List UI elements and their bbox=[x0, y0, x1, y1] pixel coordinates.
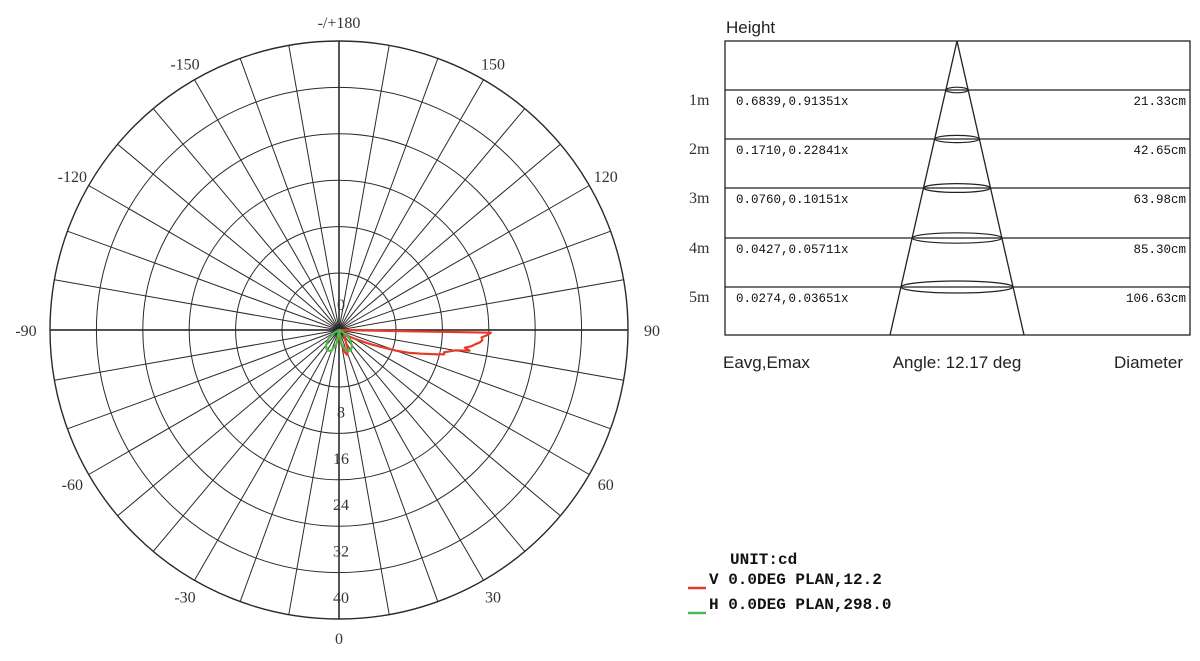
radial-label: 8 bbox=[337, 404, 345, 421]
cone-ellipse bbox=[900, 280, 1014, 294]
polar-spoke bbox=[338, 329, 484, 581]
polar-spoke bbox=[338, 58, 439, 331]
legend-items: V 0.0DEG PLAN,12.2 H 0.0DEG PLAN,298.0 bbox=[688, 571, 891, 615]
radial-label: 40 bbox=[333, 590, 349, 607]
angle-label: 0 bbox=[335, 631, 343, 648]
row-eavg-emax: 0.0274,0.03651x bbox=[736, 292, 849, 306]
polar-spoke bbox=[338, 143, 561, 331]
polar-spoke bbox=[338, 329, 561, 517]
row-eavg-emax: 0.1710,0.22841x bbox=[736, 144, 849, 158]
angle-label: 60 bbox=[598, 477, 614, 494]
polar-spoke bbox=[338, 329, 439, 602]
polar-labels: -/+180 150 120 90 60 30 0 -30 -60 -90 -120 -150 0 8 16… bbox=[15, 15, 660, 648]
angle-label: -90 bbox=[15, 323, 36, 340]
polar-spoke bbox=[338, 108, 526, 331]
cone-ellipse bbox=[922, 183, 992, 194]
row-height: 4m bbox=[689, 240, 710, 257]
polar-spoke bbox=[338, 185, 590, 331]
row-height: 1m bbox=[689, 92, 710, 109]
row-diameter: 21.33cm bbox=[1133, 95, 1186, 109]
row-eavg-emax: 0.0760,0.10151x bbox=[736, 193, 849, 207]
beam-cone bbox=[889, 40, 1025, 336]
polar-spoke bbox=[338, 329, 611, 430]
angle-label: -60 bbox=[62, 477, 83, 494]
footer-left: Eavg,Emax bbox=[723, 353, 810, 372]
polar-spoke bbox=[338, 329, 590, 475]
polar-spoke bbox=[67, 329, 340, 430]
angle-label: -/+180 bbox=[318, 15, 361, 32]
row-eavg-emax: 0.0427,0.05711x bbox=[736, 243, 849, 257]
angle-label: -120 bbox=[58, 169, 87, 186]
angle-label: -30 bbox=[174, 590, 195, 607]
radial-label: 24 bbox=[333, 497, 349, 514]
angle-label: 150 bbox=[481, 56, 505, 73]
angle-label: 120 bbox=[594, 169, 618, 186]
polar-spoke bbox=[338, 45, 390, 331]
row-eavg-emax: 0.6839,0.91351x bbox=[736, 95, 849, 109]
legend-label: V 0.0DEG PLAN,12.2 bbox=[709, 571, 882, 589]
polar-spoke bbox=[67, 230, 340, 331]
polar-spoke bbox=[152, 108, 340, 331]
row-diameter: 85.30cm bbox=[1133, 243, 1186, 257]
polar-spoke bbox=[194, 329, 340, 581]
polar-spoke bbox=[152, 329, 340, 552]
polar-spoke bbox=[288, 329, 340, 615]
polar-spoke bbox=[194, 79, 340, 331]
row-diameter: 42.65cm bbox=[1133, 144, 1186, 158]
polar-spoke bbox=[338, 329, 526, 552]
polar-spoke bbox=[54, 329, 340, 381]
polar-spoke bbox=[288, 45, 340, 331]
cone-ellipse bbox=[934, 134, 980, 144]
polar-spoke bbox=[117, 143, 340, 331]
angle-label: 30 bbox=[485, 590, 501, 607]
series-curve-v bbox=[337, 328, 492, 356]
table-title: Height bbox=[726, 18, 775, 37]
polar-spoke bbox=[117, 329, 340, 517]
cone-ellipse bbox=[911, 232, 1003, 244]
series-curve-h bbox=[324, 328, 354, 352]
footer-right: Diameter bbox=[1114, 353, 1183, 372]
radial-label: 16 bbox=[333, 451, 349, 468]
row-height: 3m bbox=[689, 190, 710, 207]
angle-label: 90 bbox=[644, 323, 660, 340]
angle-label: -150 bbox=[170, 56, 199, 73]
polar-spoke bbox=[239, 329, 340, 602]
polar-grid bbox=[49, 40, 629, 620]
row-height: 5m bbox=[689, 289, 710, 306]
polar-spoke bbox=[54, 279, 340, 331]
row-height: 2m bbox=[689, 141, 710, 158]
footer-center: Angle: 12.17 deg bbox=[893, 353, 1022, 372]
polar-spoke bbox=[338, 329, 624, 381]
polar-spoke bbox=[88, 185, 340, 331]
radial-label: 32 bbox=[333, 544, 349, 561]
polar-spoke bbox=[338, 230, 611, 331]
legend: UNIT:cd V 0.0DEG PLAN,12.2 H 0.0DEG PLAN,… bbox=[688, 551, 891, 615]
unit-label: UNIT:cd bbox=[730, 551, 797, 569]
legend-label: H 0.0DEG PLAN,298.0 bbox=[709, 596, 891, 614]
table-rows: 1m 0.6839,0.91351x 21.33cm 2m 0.1710,0.22841… bbox=[689, 89, 1190, 306]
polar-series bbox=[324, 328, 492, 356]
polar-spoke bbox=[338, 79, 484, 331]
radial-label: 0 bbox=[337, 297, 345, 314]
polar-chart: -/+180 150 120 90 60 30 0 -30 -60 -90 -120 -150 0 8 16… bbox=[15, 15, 660, 648]
beam-table: Height 1m 0.6839,0.91351x 21.33cm 2m 0.1710,… bbox=[689, 18, 1191, 372]
row-diameter: 63.98cm bbox=[1133, 193, 1186, 207]
row-diameter: 106.63cm bbox=[1126, 292, 1186, 306]
polar-spoke bbox=[338, 279, 624, 331]
polar-spoke bbox=[338, 329, 390, 615]
polar-spoke bbox=[239, 58, 340, 331]
cone-ellipse bbox=[945, 86, 969, 94]
polar-spoke bbox=[88, 329, 340, 475]
